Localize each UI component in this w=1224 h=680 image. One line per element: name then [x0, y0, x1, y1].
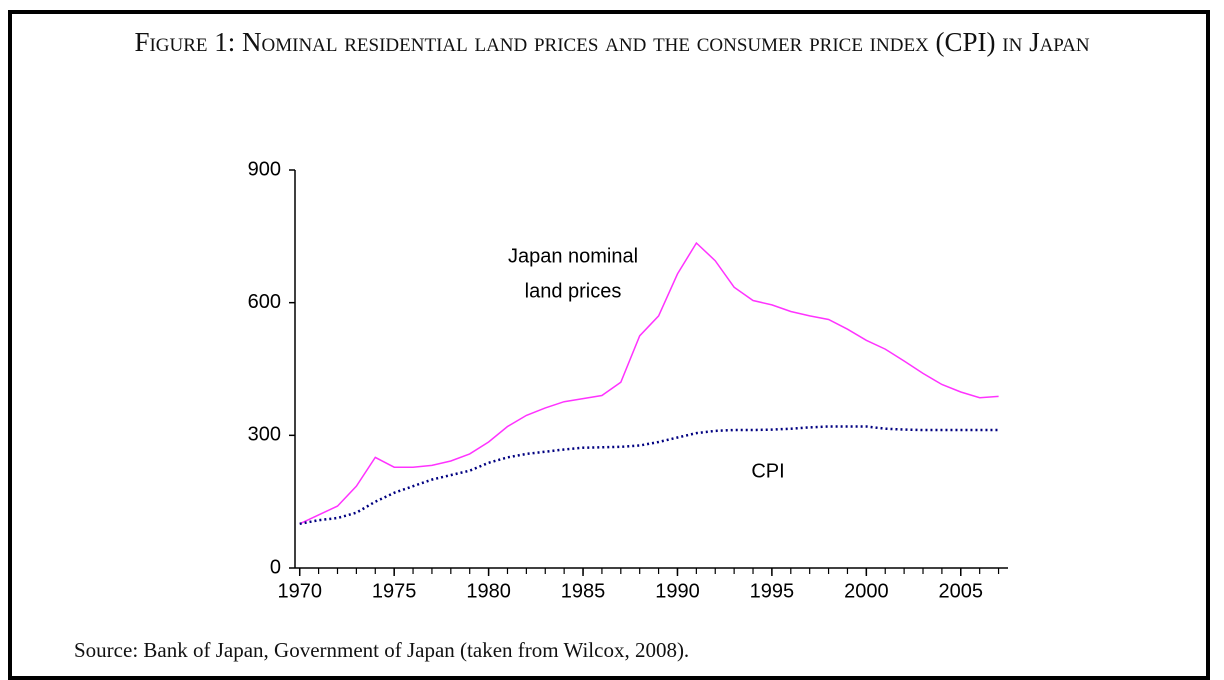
y-tick-label: 900 [248, 158, 281, 180]
x-tick-label: 2000 [844, 580, 889, 602]
x-tick-label: 1990 [655, 580, 700, 602]
y-tick-label: 300 [248, 424, 281, 446]
series-line [299, 425, 999, 526]
x-tick-label: 1985 [561, 580, 606, 602]
x-tick-label: 2005 [939, 580, 984, 602]
x-tick-label: 1995 [750, 580, 795, 602]
x-tick-label: 1970 [277, 580, 322, 602]
annotation: land prices [525, 280, 622, 302]
source-note: Source: Bank of Japan, Government of Jap… [74, 638, 690, 662]
annotation: CPI [751, 460, 784, 482]
page: Figure 1: Nominal residential land price… [8, 10, 1210, 680]
y-tick-label: 0 [270, 556, 281, 578]
annotation: Japan nominal [508, 245, 638, 267]
x-tick-label: 1980 [466, 580, 511, 602]
chart: 0 300 600 900 1970 1975 1980 1985 1990 1995 2000 20… [248, 158, 1008, 602]
series-line [299, 241, 999, 525]
chart-title: Figure 1: Nominal residential land price… [134, 27, 1090, 57]
y-tick-label: 600 [248, 291, 281, 313]
x-tick-label: 1975 [372, 580, 417, 602]
